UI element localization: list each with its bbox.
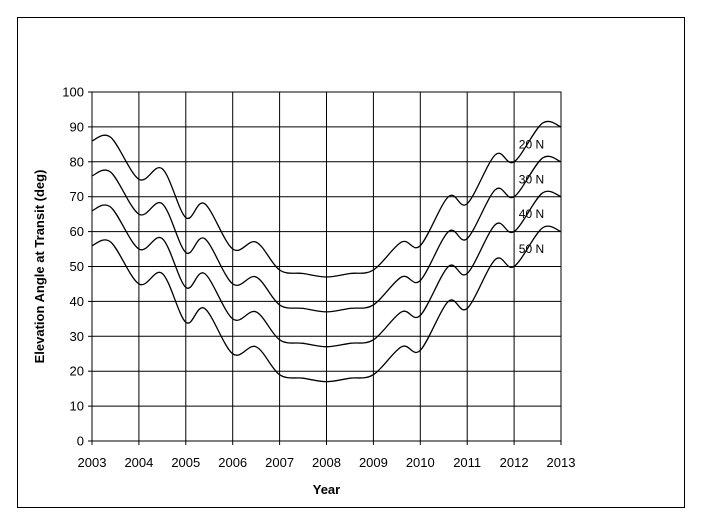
chart-frame — [17, 17, 685, 508]
series-line-50-n — [91, 225, 562, 383]
x-tick-label: 2013 — [547, 455, 576, 470]
y-tick-label: 60 — [70, 224, 84, 239]
series-line-20-n — [91, 120, 562, 278]
x-tick-label: 2005 — [171, 455, 200, 470]
y-tick-label: 100 — [62, 85, 84, 100]
series-lines — [91, 120, 562, 383]
y-tick-label: 0 — [77, 434, 84, 449]
y-tick-label: 50 — [70, 259, 84, 274]
x-axis-title: Year — [313, 482, 340, 497]
x-tick-label: 2008 — [312, 455, 341, 470]
y-tick-label: 20 — [70, 364, 84, 379]
y-tick-label: 70 — [70, 189, 84, 204]
x-tick-label: 2003 — [78, 455, 107, 470]
y-axis-ticks: 0 10 20 30 40 50 60 70 80 90 100 — [62, 85, 92, 449]
series-line-40-n — [91, 190, 562, 348]
x-tick-label: 2006 — [218, 455, 247, 470]
y-tick-label: 30 — [70, 329, 84, 344]
x-tick-label: 2007 — [265, 455, 294, 470]
series-line-30-n — [91, 155, 562, 313]
series-label: 40 N — [519, 207, 544, 221]
series-label: 20 N — [519, 137, 544, 151]
y-tick-label: 40 — [70, 294, 84, 309]
series-labels: 20 N 30 N 40 N 50 N — [519, 137, 544, 256]
y-tick-label: 10 — [70, 399, 84, 414]
series-label: 30 N — [519, 172, 544, 186]
x-axis-ticks: 2003 2004 2005 2006 2007 2008 2009 2010 2011 2012… — [78, 441, 576, 470]
x-tick-label: 2011 — [453, 455, 481, 470]
x-tick-label: 2012 — [500, 455, 529, 470]
y-tick-label: 90 — [70, 119, 84, 134]
x-tick-label: 2004 — [124, 455, 153, 470]
x-tick-label: 2009 — [359, 455, 388, 470]
y-axis-title: Elevation Angle at Transit (deg) — [32, 170, 47, 364]
x-tick-label: 2010 — [406, 455, 435, 470]
series-label: 50 N — [519, 242, 544, 256]
y-tick-label: 80 — [70, 154, 84, 169]
